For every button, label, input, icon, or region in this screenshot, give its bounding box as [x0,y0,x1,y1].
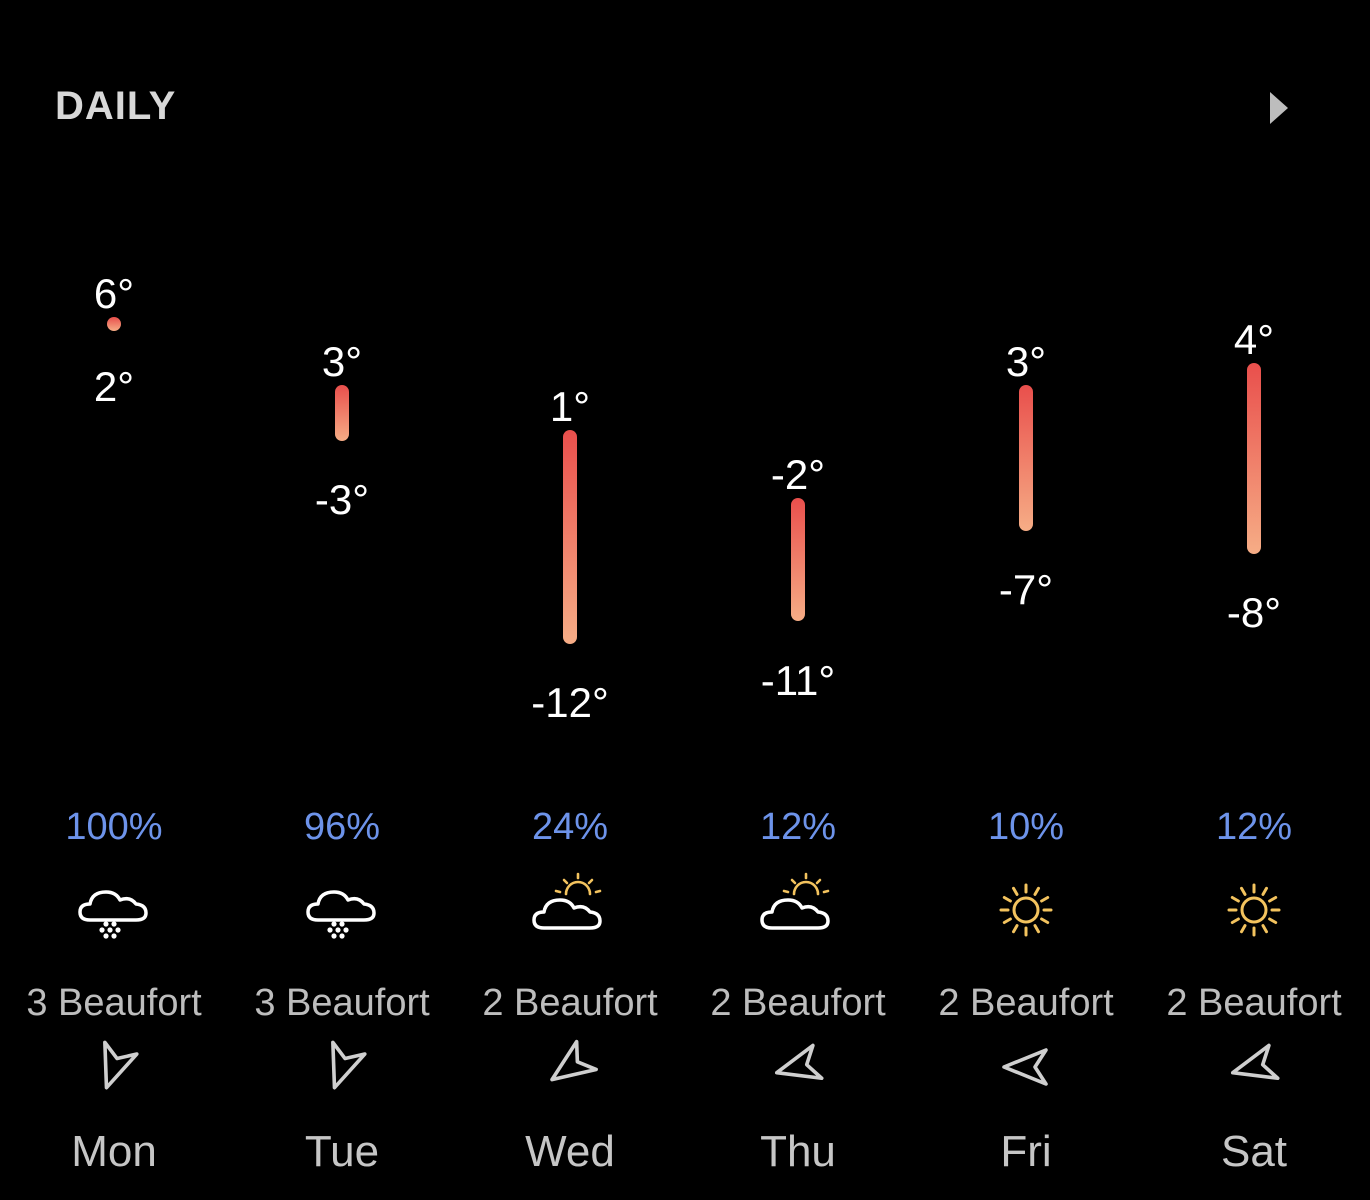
precip-chance: 100% [65,806,163,848]
precip-chance: 10% [987,806,1065,848]
precip-chance: 24% [531,806,609,848]
day-name: Sat [1220,1127,1288,1176]
day-name: Mon [71,1127,157,1176]
day-column-sat[interactable]: 4° -8° 12% 2 Beaufort Sat [1140,0,1368,1200]
temp-range-bar [563,430,577,644]
wind-speed: 2 Beaufort [482,982,658,1024]
precip-chance: 12% [1215,806,1293,848]
high-temp: 3° [1005,338,1047,385]
low-temp: -7° [998,566,1054,613]
wind-direction-icon [1001,1042,1051,1092]
day-column-wed[interactable]: 1° -12° 24% 2 Beaufort Wed [456,0,684,1200]
high-temp: 4° [1233,316,1275,363]
day-column-thu[interactable]: -2° -11° 12% 2 Beaufort Thu [684,0,912,1200]
temp-range-bar [107,317,121,331]
wind-speed: 3 Beaufort [26,982,202,1024]
day-column-fri[interactable]: 3° -7° 10% 2 Beaufort Fri [912,0,1140,1200]
more-arrow-button[interactable] [1262,88,1296,128]
precip-chance: 12% [759,806,837,848]
day-name: Tue [304,1127,380,1176]
cloud-snow-icon [302,872,382,942]
low-temp: 2° [93,363,135,410]
daily-title: DAILY [55,84,177,128]
sun-icon [986,872,1066,942]
wind-speed: 2 Beaufort [710,982,886,1024]
high-temp: -2° [770,451,826,498]
wind-direction-icon [545,1039,598,1092]
wind-speed: 2 Beaufort [1166,982,1342,1024]
precip-chance: 96% [303,806,381,848]
low-temp: -12° [531,679,609,726]
high-temp: 3° [321,338,363,385]
partly-cloudy-icon [530,872,610,942]
day-name: Fri [1000,1127,1052,1176]
wind-direction-icon [89,1040,139,1092]
day-name: Wed [525,1127,615,1176]
temp-range-bar [791,498,805,621]
cloud-snow-icon [74,872,154,942]
high-temp: 1° [549,383,591,430]
wind-speed: 3 Beaufort [254,982,430,1024]
sun-icon [1214,872,1294,942]
wind-direction-icon [317,1040,367,1092]
temp-range-bar [335,385,349,441]
day-column-tue[interactable]: 3° -3° 96% 3 Beaufort Tue [228,0,456,1200]
low-temp: -8° [1226,589,1282,636]
low-temp: -11° [760,657,836,704]
chevron-right-icon [1270,92,1288,124]
wind-direction-icon [773,1042,824,1092]
temp-range-bar [1247,363,1261,554]
wind-direction-icon [1229,1042,1280,1092]
day-name: Thu [760,1127,836,1176]
high-temp: 6° [93,270,135,317]
partly-cloudy-icon [758,872,838,942]
temp-range-bar [1019,385,1033,531]
wind-speed: 2 Beaufort [938,982,1114,1024]
day-column-mon[interactable]: 6° 2° 100% 3 Beaufort Mon [0,0,228,1200]
low-temp: -3° [314,476,370,523]
